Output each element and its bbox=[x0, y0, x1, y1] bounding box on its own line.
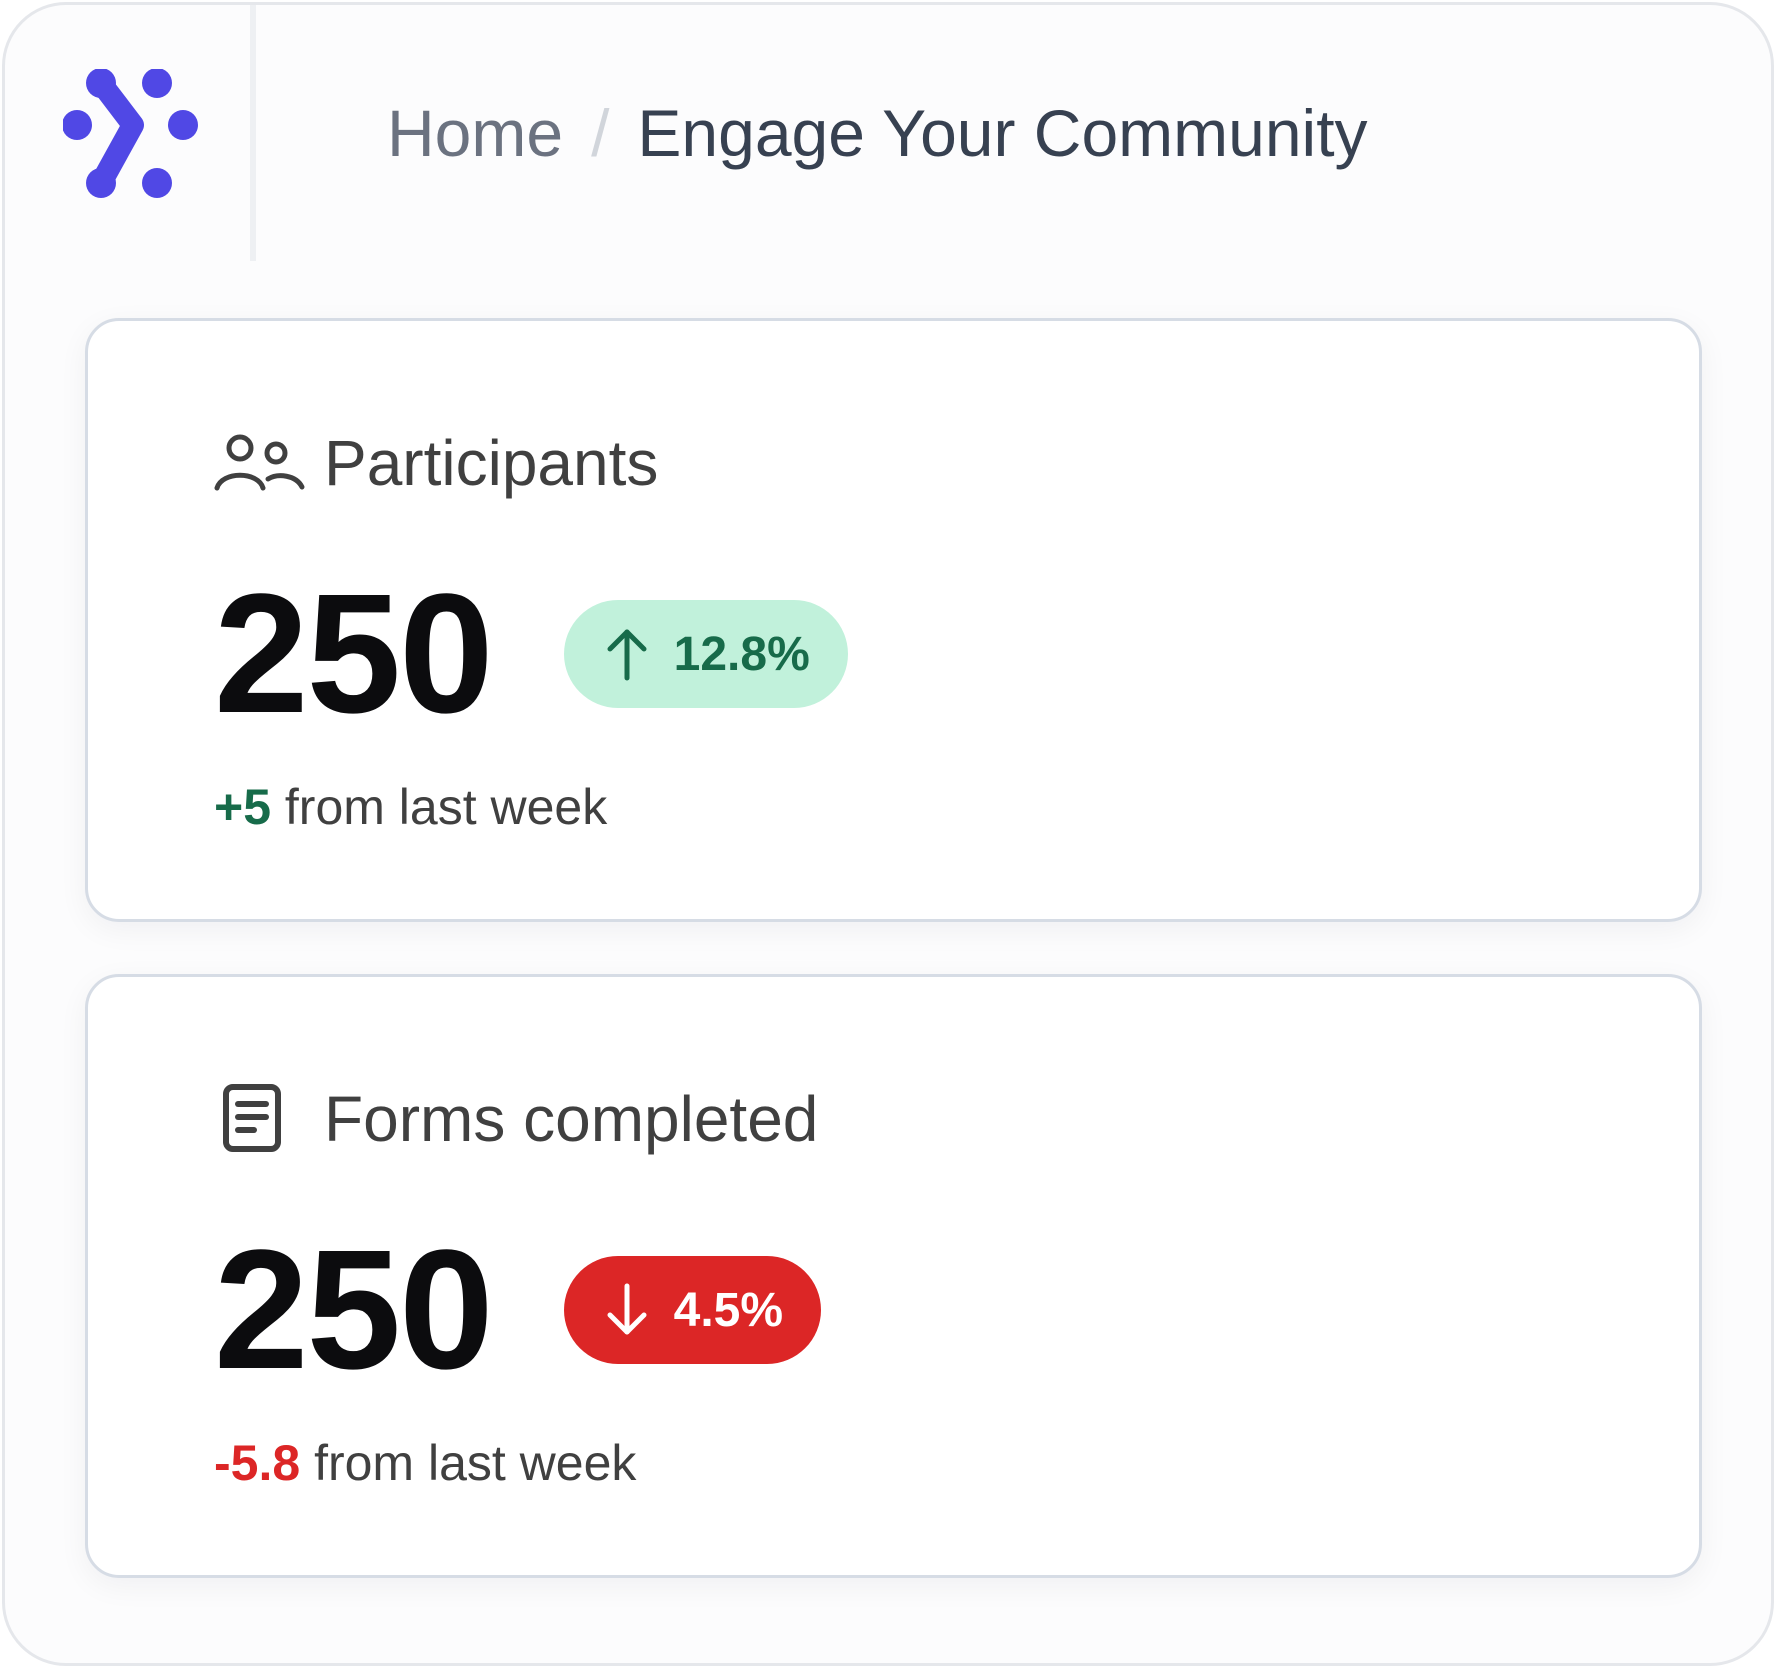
metric-row: 250 12.8% bbox=[214, 569, 848, 739]
forms-completed-card: Forms completed 250 4.5% -5.8 from last … bbox=[85, 974, 1702, 1578]
weekly-change-value: +5 bbox=[214, 779, 272, 835]
trend-badge-down: 4.5% bbox=[563, 1256, 822, 1364]
weekly-change-label: from last week bbox=[271, 779, 608, 835]
metric-row: 250 4.5% bbox=[214, 1215, 822, 1405]
card-title: Forms completed bbox=[324, 1083, 819, 1155]
arrow-up-icon bbox=[604, 626, 650, 682]
metric-value: 250 bbox=[214, 559, 494, 749]
document-icon bbox=[214, 1083, 306, 1155]
breadcrumb-home-link[interactable]: Home bbox=[387, 96, 564, 170]
weekly-change: +5 from last week bbox=[214, 777, 607, 837]
weekly-change-value: -5.8 bbox=[214, 1435, 301, 1491]
users-icon bbox=[214, 427, 306, 499]
breadcrumb-separator: / bbox=[591, 96, 610, 170]
card-header: Participants bbox=[214, 425, 658, 501]
arrow-down-icon bbox=[604, 1282, 650, 1338]
card-header: Forms completed bbox=[214, 1081, 818, 1157]
trend-badge-up: 12.8% bbox=[563, 600, 848, 708]
breadcrumb: Home / Engage Your Community bbox=[387, 93, 1368, 173]
trend-badge-text: 12.8% bbox=[673, 627, 810, 681]
trend-badge-text: 4.5% bbox=[673, 1283, 784, 1337]
brand-logo-icon[interactable] bbox=[62, 68, 203, 199]
header: Home / Engage Your Community bbox=[5, 5, 1771, 261]
weekly-change-label: from last week bbox=[300, 1435, 637, 1491]
weekly-change: -5.8 from last week bbox=[214, 1433, 636, 1493]
participants-card: Participants 250 12.8% +5 from last week bbox=[85, 318, 1702, 922]
breadcrumb-current-page: Engage Your Community bbox=[637, 96, 1368, 170]
header-divider bbox=[250, 5, 256, 261]
metric-value: 250 bbox=[214, 1215, 494, 1405]
card-title: Participants bbox=[324, 427, 659, 499]
